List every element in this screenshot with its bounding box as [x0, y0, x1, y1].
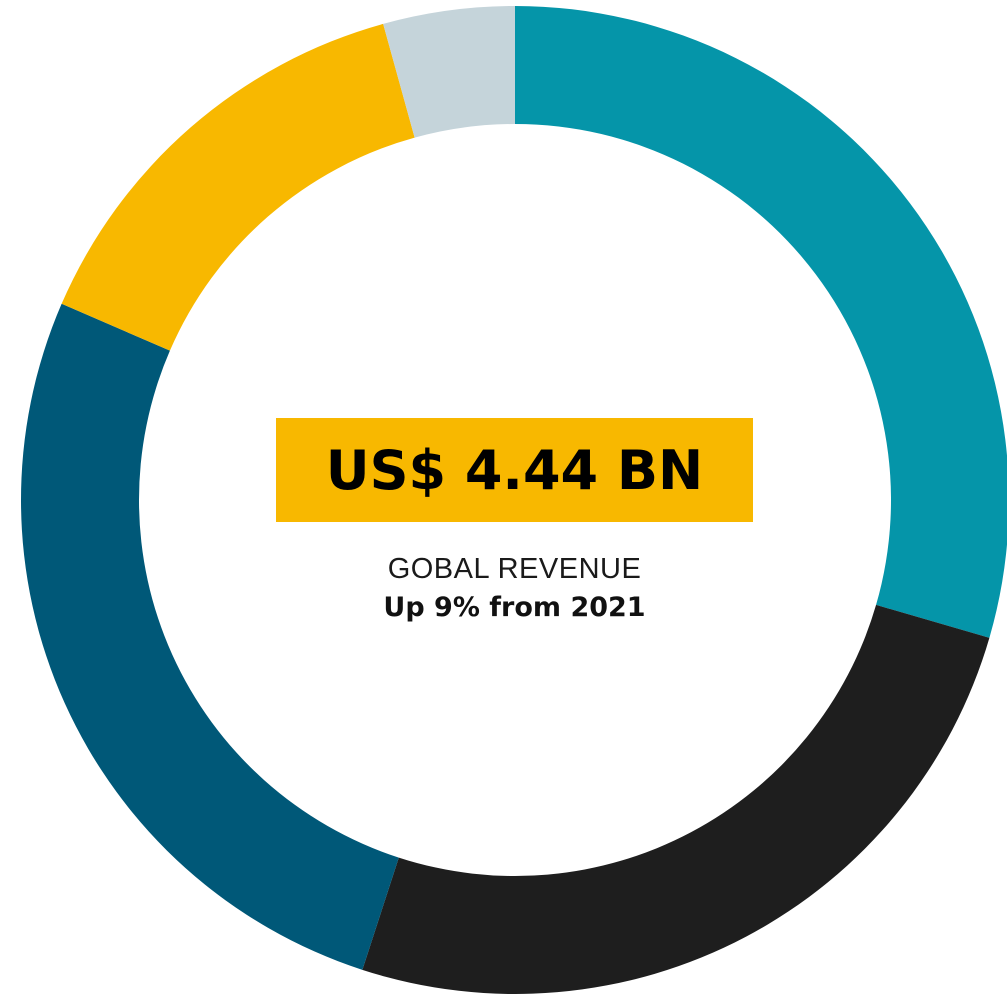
revenue-change: Up 9% from 2021	[383, 592, 646, 623]
donut-slice-3	[21, 303, 399, 970]
donut-slice-1	[515, 6, 1007, 638]
donut-slice-4	[61, 23, 415, 351]
revenue-headline: US$ 4.44 BN	[325, 438, 704, 502]
headline-badge: US$ 4.44 BN	[276, 418, 753, 522]
donut-slice-5	[383, 6, 515, 138]
donut-slice-2	[362, 604, 990, 994]
revenue-label: GOBAL REVENUE	[387, 553, 642, 585]
